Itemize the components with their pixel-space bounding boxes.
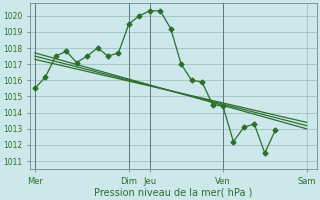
X-axis label: Pression niveau de la mer( hPa ): Pression niveau de la mer( hPa ) (94, 187, 252, 197)
